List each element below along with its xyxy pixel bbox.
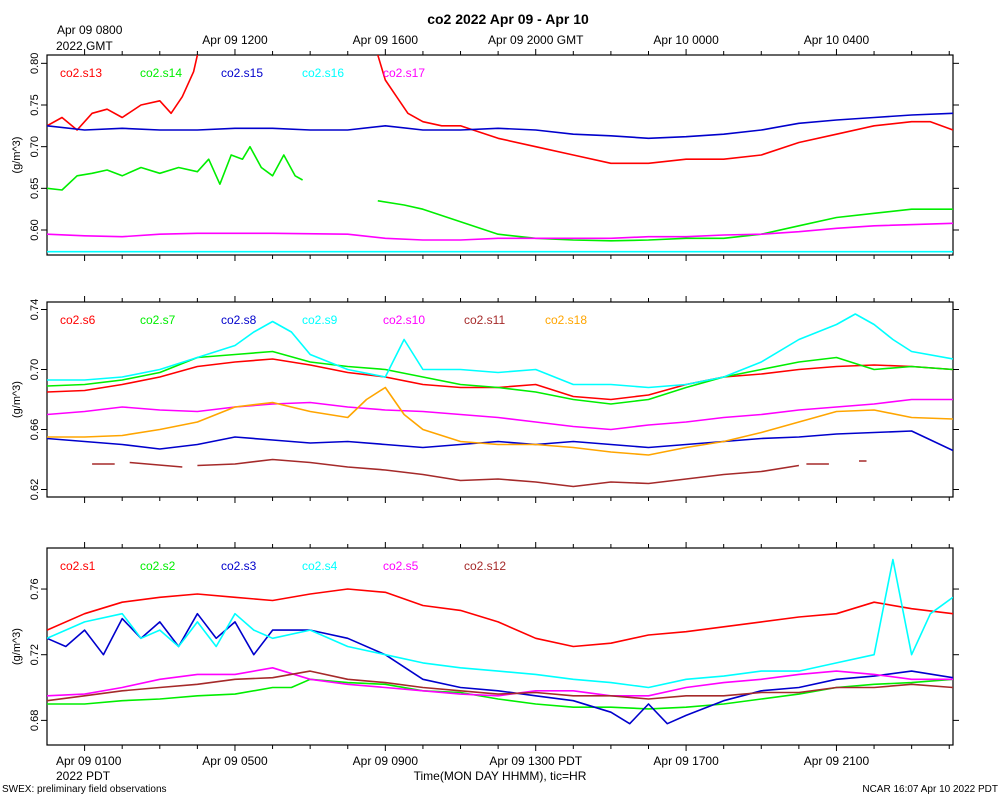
y-tick-label: 0.68 <box>29 710 41 731</box>
plot-frame <box>46 301 954 498</box>
series-line-co2-s12 <box>47 670 953 702</box>
series-line-co2-s11 <box>92 458 867 488</box>
legend-entry: co2.s5 <box>383 559 419 573</box>
bottom-time-label: Apr 09 0500 <box>202 754 268 768</box>
legend-entry: co2.s13 <box>60 66 102 80</box>
series-line-co2-s17 <box>47 222 953 241</box>
series-line-co2-s14 <box>47 145 953 242</box>
legend-entry: co2.s8 <box>221 313 257 327</box>
legend-entry: co2.s6 <box>60 313 96 327</box>
y-tick-label: 0.76 <box>29 578 41 599</box>
top-time-label: Apr 09 0800 <box>57 23 123 37</box>
legend-entry: co2.s3 <box>221 559 257 573</box>
series-line-co2-s5 <box>47 667 953 697</box>
y-axis-label: (g/m^3) <box>11 137 23 174</box>
legend-entry: co2.s11 <box>464 313 505 327</box>
y-tick-label: 0.74 <box>29 299 41 320</box>
y-tick-label: 0.70 <box>29 136 41 157</box>
series-line-co2-s18 <box>47 386 953 456</box>
y-tick-label: 0.72 <box>29 644 41 665</box>
series-line-co2-s1 <box>47 588 953 648</box>
series-line-co2-s13 <box>47 55 953 165</box>
legend-entry: co2.s1 <box>60 559 96 573</box>
legend-entry: co2.s14 <box>140 66 182 80</box>
legend-entry: co2.s2 <box>140 559 176 573</box>
legend-entry: co2.s7 <box>140 313 176 327</box>
footer-left-note: SWEX: preliminary field observations <box>2 784 167 795</box>
legend-entry: co2.s16 <box>302 66 344 80</box>
series-line-co2-s6 <box>47 358 953 401</box>
bottom-time-label: Apr 09 2100 <box>804 754 870 768</box>
top-time-label: Apr 10 0400 <box>804 33 870 47</box>
bottom-time-label: Apr 09 0100 <box>56 754 122 768</box>
panel-middle: 0.62 0.66 0.70 0.74 (g/m^3) co2.s6 co2.s7 co2.s… <box>11 296 959 503</box>
y-tick-label: 0.66 <box>29 419 41 440</box>
y-tick-label: 0.80 <box>29 53 41 74</box>
legend-entry: co2.s15 <box>221 66 263 80</box>
legend-entry: co2.s17 <box>383 66 425 80</box>
top-time-label: Apr 09 1200 <box>202 33 268 47</box>
top-time-label: Apr 09 2000 GMT <box>488 33 584 47</box>
legend-entry: co2.s12 <box>464 559 506 573</box>
top-axis-year-label: 2022 GMT <box>56 39 113 53</box>
series-line-co2-s9 <box>47 313 953 389</box>
chart-panels: 0.60 0.65 0.70 0.75 0.80 (g/m^3) Apr 09 0800 Ap… <box>11 23 959 768</box>
x-axis-label: Time(MON DAY HHMM), tic=HR <box>414 769 587 783</box>
plot-frame <box>46 547 954 746</box>
bottom-time-label: Apr 09 1300 PDT <box>489 754 582 768</box>
series-line-co2-s10 <box>47 398 953 431</box>
series-line-co2-s4 <box>47 558 953 689</box>
panel-bottom: 0.68 0.72 0.76 (g/m^3) Apr 09 0100 Apr 09 050… <box>11 542 959 768</box>
bottom-time-label: Apr 09 0900 <box>353 754 419 768</box>
bottom-axis-year-label: 2022 PDT <box>56 769 111 783</box>
panel-top: 0.60 0.65 0.70 0.75 0.80 (g/m^3) Apr 09 0800 Ap… <box>11 23 959 261</box>
bottom-time-label: Apr 09 1700 <box>653 754 719 768</box>
y-tick-label: 0.70 <box>29 359 41 380</box>
legend-entry: co2.s9 <box>302 313 338 327</box>
y-axis-label: (g/m^3) <box>11 628 23 665</box>
series-line-co2-s3 <box>47 612 953 725</box>
y-tick-label: 0.75 <box>29 94 41 115</box>
y-tick-label: 0.65 <box>29 178 41 199</box>
chart-title: co2 2022 Apr 09 - Apr 10 <box>427 11 589 27</box>
legend-entry: co2.s4 <box>302 559 338 573</box>
series-line-co2-s15 <box>47 112 953 140</box>
top-time-label: Apr 09 1600 <box>353 33 419 47</box>
legend-entry: co2.s10 <box>383 313 425 327</box>
y-axis-label: (g/m^3) <box>11 381 23 418</box>
top-time-label: Apr 10 0000 <box>653 33 719 47</box>
series-line-co2-s8 <box>47 430 953 452</box>
series-line-co2-s7 <box>47 350 953 405</box>
y-tick-label: 0.60 <box>29 219 41 240</box>
plot-frame <box>46 54 954 256</box>
legend-entry: co2.s18 <box>545 313 587 327</box>
footer-right-timestamp: NCAR 16:07 Apr 10 2022 PDT <box>862 784 998 795</box>
y-tick-label: 0.62 <box>29 479 41 500</box>
